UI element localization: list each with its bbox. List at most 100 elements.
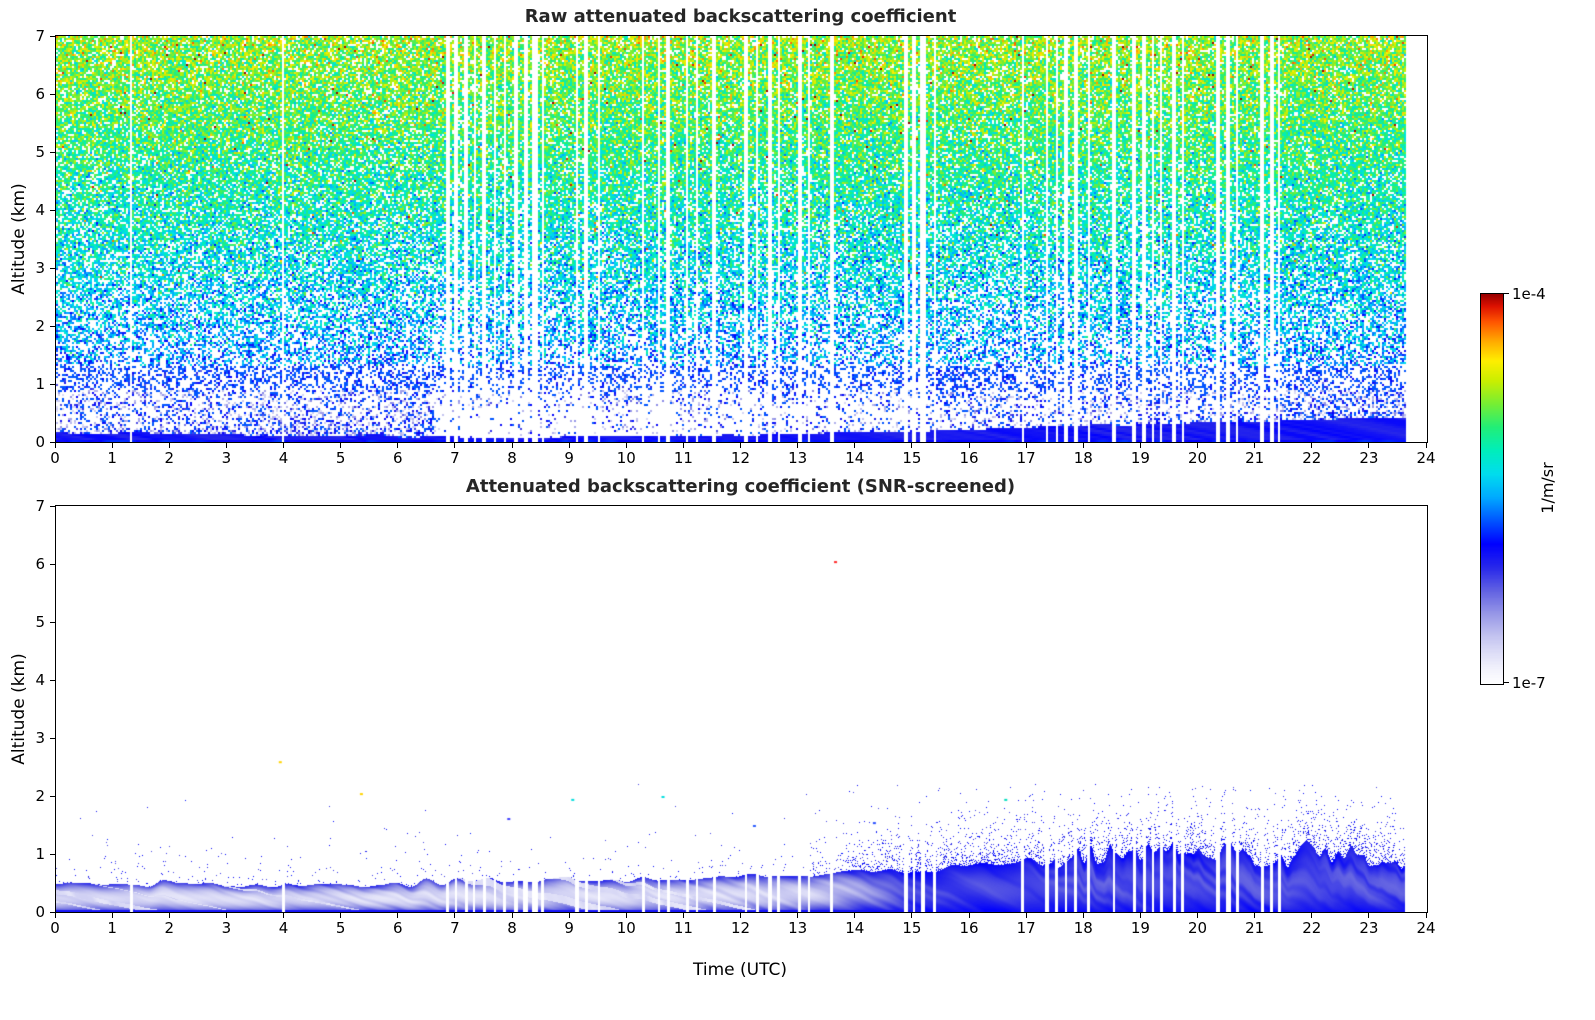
x-tick-mark	[511, 913, 513, 918]
x-tick-label: 24	[1416, 919, 1436, 937]
x-tick-label: 1	[107, 919, 117, 937]
x-tick-label: 12	[730, 449, 751, 467]
y-tick-label: 5	[35, 143, 45, 161]
colorbar-gradient-canvas	[1481, 294, 1503, 684]
x-tick-mark	[1425, 913, 1427, 918]
x-tick-label: 20	[1187, 449, 1208, 467]
x-tick-label: 6	[392, 449, 403, 467]
x-tick-label: 24	[1416, 449, 1436, 467]
x-tick-label: 14	[845, 449, 865, 467]
x-tick-mark	[1025, 443, 1027, 448]
x-tick-mark	[911, 443, 913, 448]
x-tick-mark	[968, 913, 970, 918]
x-tick-mark	[1254, 443, 1256, 448]
y-tick-label: 7	[35, 27, 45, 45]
x-tick-mark	[682, 913, 684, 918]
x-tick-mark	[797, 443, 799, 448]
colorbar-bottom-tick-mark	[1504, 682, 1509, 683]
x-tick-mark	[340, 913, 342, 918]
x-tick-label: 18	[1073, 449, 1093, 467]
x-tick-mark	[225, 443, 227, 448]
x-tick-mark	[511, 443, 513, 448]
colorbar-min-tick-label: 1e-7	[1512, 674, 1546, 692]
x-tick-label: 3	[221, 449, 232, 467]
x-tick-label: 15	[902, 919, 922, 937]
x-tick-mark	[454, 443, 456, 448]
y-tick-label: 2	[35, 317, 45, 335]
x-tick-label: 11	[673, 919, 693, 937]
x-tick-label: 10	[616, 919, 636, 937]
y-tick-label: 6	[35, 85, 45, 103]
x-tick-mark	[740, 913, 741, 918]
panel1-plot-area	[55, 35, 1428, 443]
panel2-title: Attenuated backscattering coefficient (S…	[465, 476, 1016, 497]
x-tick-mark	[1254, 913, 1256, 918]
y-tick-mark	[50, 267, 55, 269]
x-tick-label: 2	[164, 919, 175, 937]
x-tick-label: 4	[278, 919, 289, 937]
x-tick-mark	[1311, 913, 1313, 918]
x-tick-label: 5	[335, 919, 346, 937]
colorbar-unit-label: 1/m/sr	[1538, 462, 1557, 514]
y-tick-mark	[50, 621, 55, 623]
x-tick-label: 22	[1302, 449, 1322, 467]
x-tick-mark	[740, 443, 741, 448]
x-tick-label: 17	[1016, 919, 1036, 937]
y-tick-mark	[50, 325, 55, 327]
x-tick-label: 9	[564, 449, 574, 467]
x-tick-mark	[283, 913, 284, 918]
x-tick-mark	[568, 443, 570, 448]
x-tick-label: 7	[450, 449, 460, 467]
x-tick-mark	[1139, 443, 1141, 448]
y-tick-mark	[50, 505, 55, 507]
x-tick-label: 18	[1073, 919, 1093, 937]
x-tick-label: 21	[1245, 919, 1265, 937]
x-tick-label: 4	[278, 449, 289, 467]
x-tick-mark	[397, 913, 399, 918]
x-tick-label: 8	[507, 919, 517, 937]
x-tick-label: 9	[564, 919, 574, 937]
x-tick-mark	[625, 443, 627, 448]
x-tick-label: 16	[959, 919, 979, 937]
y-tick-label: 4	[35, 201, 45, 219]
x-tick-mark	[1368, 443, 1370, 448]
x-tick-label: 6	[392, 919, 403, 937]
x-tick-mark	[54, 913, 56, 918]
y-tick-label: 5	[35, 613, 45, 631]
x-tick-label: 12	[730, 919, 751, 937]
x-tick-mark	[568, 913, 570, 918]
colorbar-top-tick-mark	[1504, 293, 1509, 294]
x-tick-mark	[340, 443, 342, 448]
x-tick-label: 22	[1302, 919, 1322, 937]
y-tick-label: 0	[35, 903, 45, 921]
x-tick-label: 14	[845, 919, 865, 937]
x-tick-label: 23	[1359, 449, 1379, 467]
y-tick-label: 3	[35, 259, 45, 277]
x-tick-label: 20	[1187, 919, 1208, 937]
x-tick-mark	[1425, 443, 1427, 448]
colorbar-max-tick-label: 1e-4	[1512, 285, 1546, 303]
y-tick-mark	[50, 441, 55, 443]
x-tick-label: 19	[1130, 919, 1150, 937]
y-tick-mark	[50, 563, 55, 565]
y-tick-mark	[50, 911, 55, 913]
x-tick-label: 10	[616, 449, 636, 467]
x-tick-label: 0	[50, 449, 60, 467]
x-tick-mark	[283, 443, 284, 448]
y-tick-mark	[50, 209, 55, 211]
x-tick-mark	[1139, 913, 1141, 918]
x-tick-mark	[168, 443, 170, 448]
x-tick-mark	[625, 913, 627, 918]
x-tick-label: 3	[221, 919, 232, 937]
x-tick-mark	[1025, 913, 1027, 918]
x-tick-label: 19	[1130, 449, 1150, 467]
x-tick-mark	[1197, 443, 1198, 448]
x-tick-label: 21	[1245, 449, 1265, 467]
x-tick-label: 2	[164, 449, 175, 467]
x-tick-mark	[1082, 913, 1084, 918]
x-tick-label: 8	[507, 449, 517, 467]
x-tick-mark	[225, 913, 227, 918]
y-tick-label: 1	[35, 375, 45, 393]
x-tick-label: 13	[788, 919, 808, 937]
